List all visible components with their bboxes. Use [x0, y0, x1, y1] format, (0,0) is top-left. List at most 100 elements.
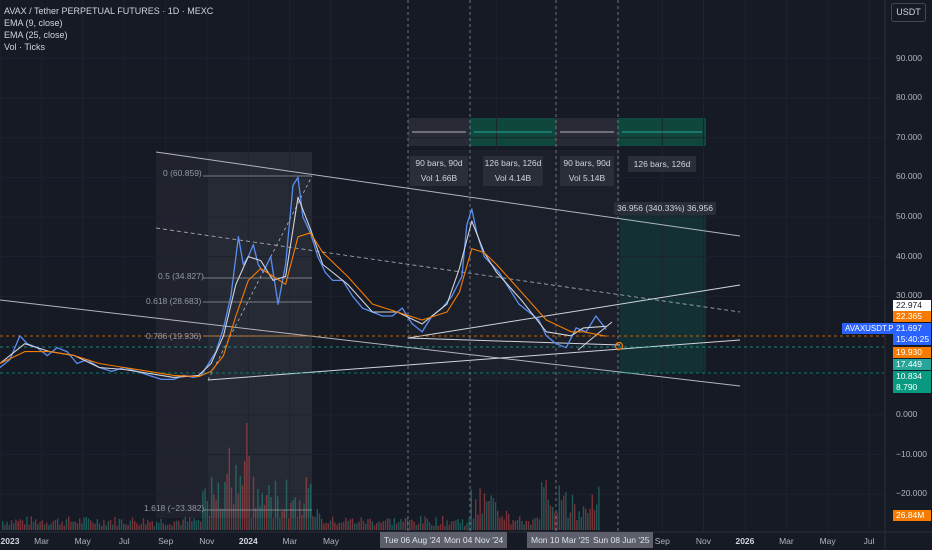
series-line-1	[0, 196, 606, 378]
range-label-3[interactable]: 90 bars, 90d Vol 5.14B	[560, 156, 614, 186]
volume-bar	[569, 512, 571, 530]
volume-bar	[268, 484, 270, 530]
legend-ema9[interactable]: EMA (9, close)	[4, 18, 63, 28]
volume-bar	[52, 521, 54, 530]
volume-bar	[536, 517, 538, 530]
legend-ema25[interactable]: EMA (25, close)	[4, 30, 68, 40]
volume-bar	[281, 511, 283, 530]
price-point	[252, 244, 254, 246]
volume-bar	[371, 521, 373, 530]
volume-bar	[145, 524, 147, 530]
volume-bar	[21, 520, 24, 530]
volume-bar	[138, 525, 140, 530]
symbol-tag: AVAXUSDT.P	[842, 323, 897, 334]
volume-bar	[574, 504, 576, 530]
volume-bar	[215, 500, 217, 530]
volume-bar	[292, 500, 294, 530]
price-point	[421, 331, 423, 333]
price-point	[595, 315, 597, 317]
volume-bar	[365, 523, 367, 530]
range-label-2-bars: 126 bars, 126d	[484, 158, 542, 168]
range-label-1[interactable]: 90 bars, 90d Vol 1.66B	[410, 156, 468, 186]
range-label-3-vol: Vol 5.14B	[568, 173, 606, 183]
volume-bar	[567, 517, 569, 530]
volume-bar	[318, 513, 321, 530]
price-point	[148, 374, 150, 376]
price-point	[332, 279, 334, 281]
volume-bar	[13, 523, 15, 530]
volume-bar	[96, 519, 98, 530]
legend-volume[interactable]: Vol · Ticks	[4, 42, 46, 52]
volume-bar	[162, 523, 164, 530]
volume-bar	[332, 516, 334, 530]
volume-bar	[413, 521, 415, 530]
price-point	[565, 347, 567, 349]
volume-bar	[444, 525, 446, 530]
volume-bar	[288, 518, 290, 530]
range-label-4[interactable]: 126 bars, 126d	[628, 156, 696, 172]
volume-bar	[4, 524, 6, 530]
fib-label-0.786: 0.786 (19.936)	[146, 331, 202, 341]
volume-bar	[376, 523, 378, 530]
y-tick-label: −20.000	[896, 488, 927, 499]
volume-bar	[107, 521, 109, 530]
currency-button[interactable]: USDT	[891, 3, 926, 22]
price-tag-target: 17.449	[893, 359, 931, 370]
range-label-3-bars: 90 bars, 90d	[563, 158, 611, 168]
price-tag-upper: 22.974	[893, 300, 931, 311]
volume-bar	[270, 497, 272, 530]
chart-legend: AVAX / Tether PERPETUAL FUTURES · 1D · M…	[4, 5, 213, 53]
volume-bar	[431, 525, 433, 530]
volume-bar	[277, 496, 279, 530]
wedge-upper	[407, 284, 741, 339]
volume-bar	[382, 521, 384, 530]
price-point	[222, 327, 225, 329]
volume-bar	[74, 521, 76, 530]
volume-bar	[464, 525, 466, 530]
range-label-2[interactable]: 126 bars, 126d Vol 4.14B	[483, 156, 543, 186]
volume-bar	[380, 522, 382, 530]
y-tick-label: 90.000	[896, 52, 922, 63]
volume-bar	[255, 508, 257, 530]
date-tag-1: Tue 06 Aug '24	[380, 532, 445, 548]
volume-bar	[424, 516, 426, 530]
volume-bar	[109, 520, 112, 530]
volume-bar	[263, 504, 266, 530]
volume-bar	[395, 523, 398, 530]
volume-bar	[296, 516, 299, 530]
volume-bar	[578, 511, 580, 530]
x-tick-label: Jul	[863, 536, 875, 546]
fib-zone-left	[156, 152, 208, 518]
volume-bar	[349, 519, 351, 530]
volume-bar	[10, 520, 13, 530]
range-label-1-vol: Vol 1.66B	[420, 173, 458, 183]
volume-bar	[435, 517, 437, 530]
date-tag-2: Mon 04 Nov '24	[440, 532, 508, 548]
volume-bar	[360, 517, 362, 530]
legend-title[interactable]: AVAX / Tether PERPETUAL FUTURES · 1D · M…	[4, 6, 214, 16]
volume-bar	[582, 506, 585, 530]
price-point	[555, 343, 557, 345]
volume-tag: 26.84M	[893, 510, 931, 521]
price-point	[411, 323, 413, 325]
fib-label-0.5: 0.5 (34.827)	[158, 271, 204, 281]
volume-bar	[26, 516, 28, 530]
volume-bar	[120, 519, 123, 530]
volume-bar	[490, 495, 492, 530]
range-label-2-vol: Vol 4.14B	[494, 173, 532, 183]
volume-bar	[505, 510, 508, 530]
price-tag-low: 8.790	[893, 382, 931, 393]
volume-bar	[266, 494, 268, 530]
price-point	[483, 256, 485, 258]
range-label-1-bars: 90 bars, 90d	[415, 158, 463, 168]
y-tick-label: 40.000	[896, 250, 922, 261]
volume-bar	[103, 520, 105, 530]
volume-bar	[147, 519, 149, 530]
x-tick-label: 2026	[735, 536, 755, 546]
volume-bar	[173, 521, 175, 530]
volume-bar	[160, 518, 162, 530]
volume-bar	[393, 518, 395, 530]
measure-label[interactable]: 36.956 (340.33%) 36,956	[614, 202, 716, 215]
volume-bar	[197, 519, 200, 530]
